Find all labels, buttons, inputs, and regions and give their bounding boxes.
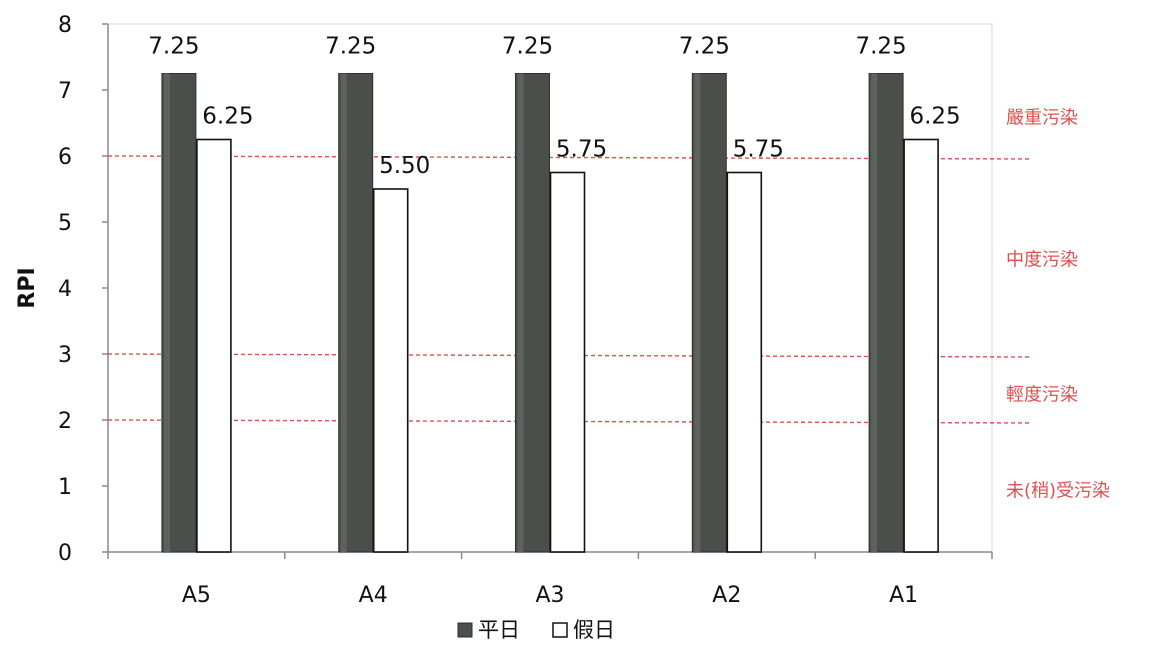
- legend-label-weekday: 平日: [478, 618, 520, 642]
- data-label-holiday: 5.50: [379, 153, 430, 179]
- data-label-holiday: 6.25: [202, 104, 253, 130]
- bar-weekday-highlight: [871, 73, 878, 552]
- data-labels: 7.25 6.25 7.25 5.50 7.25 5.75 7.25 5.75 7.25 6.25: [148, 34, 960, 180]
- band-label: 中度污染: [1006, 249, 1078, 270]
- x-tick-label: A4: [359, 583, 388, 608]
- x-tick-label: A1: [889, 583, 918, 608]
- bar-weekday-highlight: [340, 73, 347, 552]
- bar-weekday-highlight: [517, 73, 524, 552]
- data-label-holiday: 5.75: [733, 137, 784, 163]
- x-tick-label: A2: [712, 583, 741, 608]
- bar-holiday: [196, 138, 232, 553]
- x-tick-label: A3: [535, 583, 564, 608]
- legend-label-holiday: 假日: [573, 618, 615, 642]
- y-tick-label: 5: [58, 211, 72, 236]
- y-axis: 0 1 2 3 4 5 6 7 8: [58, 13, 109, 566]
- data-label-weekday: 7.25: [855, 34, 906, 60]
- data-label-holiday: 5.75: [556, 137, 607, 163]
- x-axis: A5 A4 A3 A2 A1: [107, 551, 993, 608]
- y-tick-label: 8: [58, 13, 72, 38]
- data-label-weekday: 7.25: [325, 34, 376, 60]
- y-axis-title: RPI: [15, 267, 40, 308]
- data-label-weekday: 7.25: [502, 34, 553, 60]
- band-label: 嚴重污染: [1006, 107, 1078, 128]
- bar-holiday: [372, 188, 409, 553]
- band-label: 未(稍)受污染: [1006, 480, 1110, 501]
- legend: 平日 假日: [457, 618, 615, 642]
- bar-holiday: [549, 171, 586, 553]
- band-label: 輕度污染: [1006, 385, 1078, 406]
- y-tick-label: 3: [58, 343, 72, 368]
- legend-swatch-holiday: [552, 622, 568, 638]
- bar-weekday-highlight: [694, 73, 701, 552]
- data-label-holiday: 6.25: [909, 104, 960, 130]
- y-tick-label: 4: [58, 277, 72, 302]
- bars: [161, 73, 939, 553]
- bar-holiday: [726, 171, 763, 553]
- y-tick-label: 6: [58, 145, 72, 170]
- data-label-weekday: 7.25: [148, 34, 199, 60]
- bar-holiday: [903, 138, 939, 553]
- x-tick-label: A5: [182, 583, 211, 608]
- y-tick-label: 2: [58, 409, 72, 434]
- data-label-weekday: 7.25: [679, 34, 730, 60]
- y-tick-label: 0: [58, 541, 72, 566]
- legend-swatch-weekday: [457, 622, 473, 638]
- bar-weekday-highlight: [163, 73, 170, 552]
- y-tick-label: 1: [58, 475, 72, 500]
- y-tick-label: 7: [58, 79, 72, 104]
